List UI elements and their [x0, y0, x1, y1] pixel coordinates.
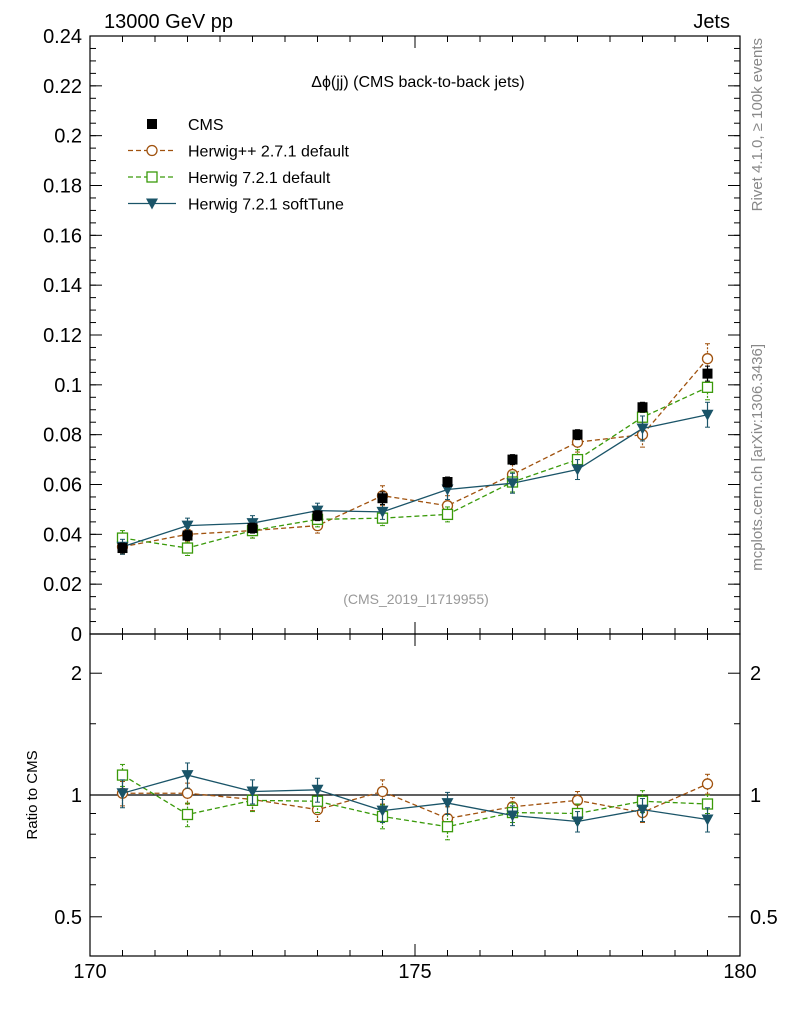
mcplots-label: mcplots.cern.ch [arXiv:1306.3436] [749, 344, 766, 571]
main-point-softtune [701, 409, 714, 421]
main-point-softtune [441, 484, 454, 496]
main-point-herwigpp [701, 353, 714, 365]
main-point-softtune [636, 423, 649, 435]
main-point-herwig721 [181, 542, 194, 554]
legend-label-cms: CMS [188, 117, 224, 134]
ratio-xtick-label: 170 [73, 961, 106, 983]
ratio-series-herwig721 [116, 763, 714, 841]
main-series-cms [117, 365, 713, 554]
main-series-softtune [116, 401, 714, 555]
main-ytick-label: 0.06 [43, 475, 82, 497]
legend-label-softtune: Herwig 7.2.1 softTune [188, 197, 344, 214]
ratio-point-softtune [116, 788, 129, 800]
main-line-herwigpp [122, 358, 708, 548]
ratio-point-softtune [636, 804, 649, 816]
ratio-point-softtune [441, 798, 454, 810]
main-line-herwig721 [122, 386, 708, 549]
main-ytick-label: 0 [71, 624, 82, 646]
legend: CMS Herwig++ 2.7.1 default Herwig 7.2.1 de… [128, 117, 350, 214]
main-point-cms [117, 543, 128, 554]
main-point-cms [507, 454, 518, 465]
ratio-line-herwigpp [122, 783, 708, 820]
ratio-point-herwig721 [441, 821, 454, 833]
ratio-ytick-label: 1 [71, 785, 82, 807]
main-point-cms [442, 477, 453, 488]
main-ytick-label: 0.14 [43, 275, 82, 297]
ratio-ytick-label: 0.5 [54, 907, 82, 929]
legend-marker-softtune [146, 198, 158, 210]
main-panel: 0 0.02 0.04 0.06 0.08 0.1 0.12 0.14 0.16 0.18 0.2 0… [43, 26, 741, 646]
main-point-softtune [376, 506, 389, 518]
ratio-point-softtune [181, 770, 194, 782]
ratio-point-herwigpp [701, 778, 714, 790]
ratio-point-softtune [311, 784, 324, 796]
legend-label-herwigpp: Herwig++ 2.7.1 default [188, 144, 350, 161]
ratio-point-herwigpp [376, 785, 389, 798]
ratio-ytick-label-right: 2 [750, 663, 761, 685]
main-line-softtune [122, 414, 708, 548]
ratio-point-softtune [506, 810, 519, 822]
main-ytick-label: 0.08 [43, 425, 82, 447]
ratio-ytick-label: 2 [71, 663, 82, 685]
ratio-ytick-label-right: 0.5 [750, 907, 778, 929]
main-point-cms [377, 493, 388, 504]
main-ytick-label: 0.2 [54, 126, 82, 148]
analysis-label: (CMS_2019_I1719955) [343, 591, 489, 607]
ratio-point-softtune [701, 814, 714, 826]
ratio-point-softtune [571, 816, 584, 828]
ratio-xtick-label: 175 [398, 961, 431, 983]
legend-item-cms: CMS [147, 117, 224, 134]
ratio-point-softtune [376, 805, 389, 817]
ratio-frame [89, 633, 741, 957]
main-point-cms [182, 530, 193, 541]
ratio-panel: 0.5 0.5 1 1 2 2 170 175 180 [54, 634, 778, 983]
main-ytick-label: 0.02 [43, 574, 82, 596]
legend-item-herwig721: Herwig 7.2.1 default [128, 170, 331, 187]
ratio-point-herwigpp [181, 787, 194, 799]
main-point-cms [637, 402, 648, 413]
ratio-point-softtune [246, 786, 259, 798]
main-series-herwigpp [116, 343, 714, 555]
main-series-herwig721 [116, 374, 714, 557]
main-ytick-label: 0.12 [43, 325, 82, 347]
legend-item-softtune: Herwig 7.2.1 softTune [128, 197, 344, 214]
main-ytick-label: 0.18 [43, 176, 82, 198]
main-point-cms [247, 523, 258, 534]
main-point-cms [572, 429, 583, 440]
ratio-ylabel: Ratio to CMS [24, 750, 41, 839]
main-point-softtune [181, 520, 194, 532]
main-ytick-label: 0.24 [43, 26, 82, 48]
legend-label-herwig721: Herwig 7.2.1 default [188, 170, 331, 187]
main-point-cms [312, 510, 323, 521]
rivet-label: Rivet 4.1.0, ≥ 100k events [749, 38, 766, 211]
main-title: Δϕ(jj) (CMS back-to-back jets) [311, 74, 524, 91]
legend-marker-herwigpp [146, 144, 158, 157]
main-ytick-label: 0.16 [43, 225, 82, 247]
ratio-series-softtune [116, 762, 714, 833]
legend-marker-cms [147, 119, 157, 129]
main-ytick-label: 0.22 [43, 76, 82, 98]
main-point-herwig721 [701, 381, 714, 393]
main-ytick-label: 0.1 [54, 375, 82, 397]
header-right: Jets [693, 11, 730, 33]
main-point-herwig721 [441, 508, 454, 521]
main-ytick-label: 0.04 [43, 524, 82, 546]
ratio-ytick-label-right: 1 [750, 785, 761, 807]
ratio-series-herwigpp [116, 773, 714, 832]
ratio-point-herwig721 [116, 769, 129, 781]
main-point-cms [702, 368, 713, 379]
main-point-softtune [571, 464, 584, 476]
ratio-xtick-label: 180 [723, 961, 756, 983]
main-point-softtune [506, 478, 519, 490]
legend-marker-herwig721 [146, 171, 158, 183]
header-left: 13000 GeV pp [104, 11, 233, 33]
ratio-line-herwig721 [122, 774, 708, 828]
legend-item-herwigpp: Herwig++ 2.7.1 default [128, 144, 350, 161]
ratio-line-softtune [122, 774, 708, 823]
ratio-point-herwig721 [181, 808, 194, 821]
